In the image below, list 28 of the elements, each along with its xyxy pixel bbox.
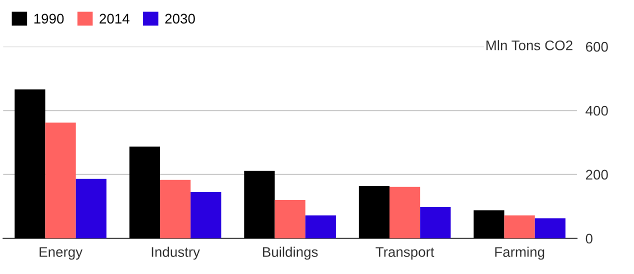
y-tick-label: 0 <box>586 234 592 244</box>
bar <box>274 200 306 238</box>
bar <box>474 210 504 238</box>
bar <box>390 186 420 238</box>
bar <box>244 170 275 238</box>
x-tick-label: Buildings <box>263 246 318 260</box>
bar <box>358 186 390 238</box>
bar <box>420 207 451 238</box>
bar <box>76 178 106 238</box>
x-tick-label: Industry <box>152 246 200 260</box>
bar <box>14 89 46 238</box>
y-axis-title: Mln Tons CO2 <box>486 40 572 50</box>
bar <box>190 192 222 238</box>
legend-label: 2030 <box>165 14 195 24</box>
bar <box>305 215 336 238</box>
y-tick-label: 600 <box>586 42 608 52</box>
x-tick-label: Energy <box>40 247 83 260</box>
x-tick-label: Transport <box>376 247 434 260</box>
legend-label: 1990 <box>34 14 64 24</box>
bar <box>160 180 191 238</box>
y-tick-label: 400 <box>586 106 608 116</box>
x-tick-label: Farming <box>495 246 544 260</box>
bar <box>504 215 535 238</box>
bar <box>129 146 160 238</box>
legend-label: 2014 <box>100 14 130 24</box>
y-tick-label: 200 <box>586 170 608 180</box>
bar <box>45 122 76 238</box>
bar <box>534 218 566 238</box>
